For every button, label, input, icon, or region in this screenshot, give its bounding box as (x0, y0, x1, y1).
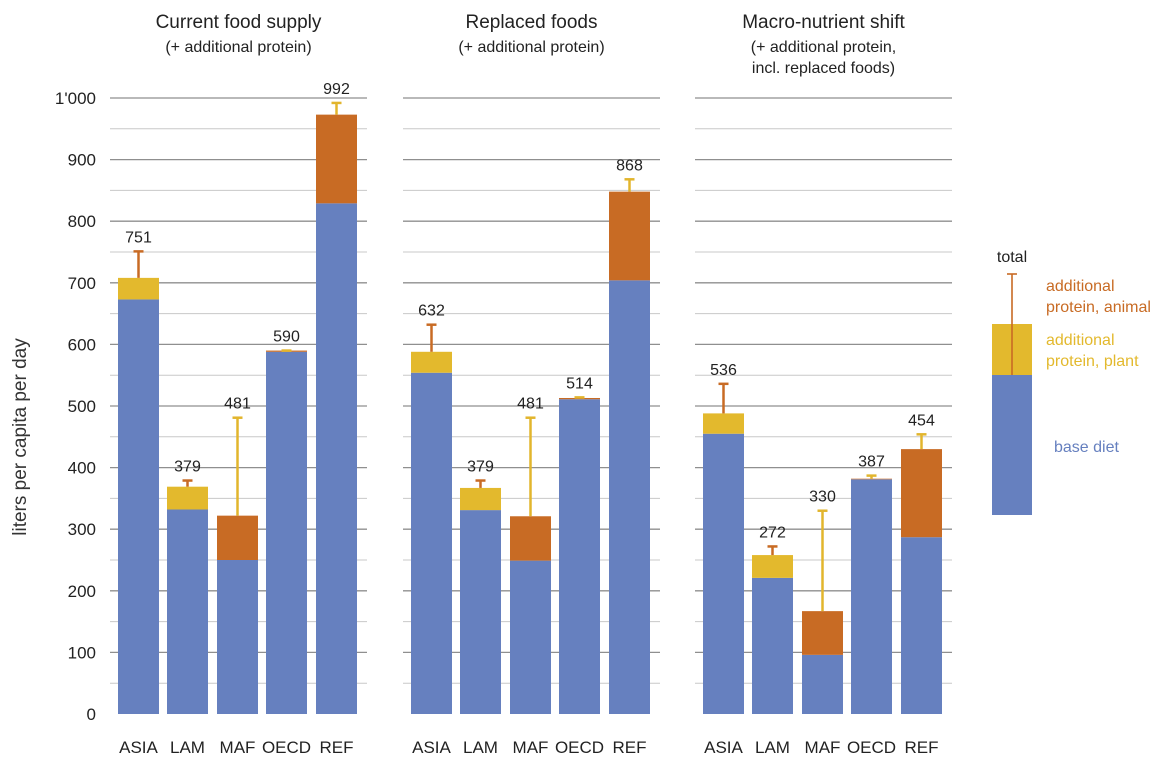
y-tick-label: 0 (87, 705, 96, 724)
panel-3: Macro-nutrient shift (+ additional protei… (695, 12, 952, 757)
x-tick-label: ASIA (412, 738, 451, 757)
bar-protein-animal (802, 611, 843, 655)
bar-protein-animal (316, 114, 357, 204)
panel-title: Replaced foods (465, 12, 597, 33)
legend: total additional protein, animal additional… (992, 249, 1151, 515)
y-tick-label: 700 (68, 274, 96, 293)
total-label: 272 (759, 524, 786, 541)
legend-swatch-base-diet (992, 375, 1032, 515)
total-label: 514 (566, 375, 593, 392)
x-tick-label: OECD (847, 738, 896, 757)
total-label: 379 (467, 459, 494, 476)
bar-base-diet (802, 654, 843, 714)
bar-base-diet (901, 537, 942, 714)
bar-base-diet (559, 399, 600, 714)
bar-protein-plant (460, 487, 501, 511)
total-label: 992 (323, 81, 350, 98)
y-tick-label: 100 (68, 643, 96, 662)
bar-protein-animal (510, 516, 551, 561)
x-tick-label: REF (905, 738, 939, 757)
bar-protein-animal (901, 449, 942, 538)
chart-panels: Current food supply (+ additional protein… (110, 12, 952, 757)
panel-1: Current food supply (+ additional protein… (110, 12, 367, 757)
x-tick-label: LAM (755, 738, 790, 757)
x-tick-label: LAM (463, 738, 498, 757)
bar-base-diet (217, 560, 258, 714)
panel-subtitle: (+ additional protein) (165, 39, 311, 56)
y-axis-label-group: liters per capita per day (10, 338, 31, 536)
bar-protein-plant (118, 277, 159, 300)
bar-protein-animal (609, 191, 650, 281)
panel-title: Current food supply (156, 12, 322, 33)
legend-label-plant: protein, plant (1046, 353, 1139, 370)
total-label: 632 (418, 303, 445, 320)
legend-label-base-diet: base diet (1054, 439, 1119, 456)
bar-protein-plant (411, 351, 452, 373)
total-label: 868 (616, 157, 643, 174)
bar-base-diet (752, 577, 793, 714)
total-label: 481 (517, 396, 544, 413)
x-tick-label: OECD (262, 738, 311, 757)
y-tick-label: 500 (68, 397, 96, 416)
y-axis-label: liters per capita per day (10, 338, 31, 536)
bar-protein-plant (167, 486, 208, 510)
y-tick-label: 600 (68, 335, 96, 354)
legend-label-animal: protein, animal (1046, 299, 1151, 316)
x-tick-label: ASIA (119, 738, 158, 757)
x-tick-label: LAM (170, 738, 205, 757)
bar-protein-animal (851, 478, 892, 480)
total-label: 590 (273, 329, 300, 346)
y-axis-ticks: 0 100 200 300 400 500 600 700 800 900 1'000 (55, 89, 96, 724)
bar-base-diet (266, 351, 307, 714)
bar-base-diet (460, 510, 501, 714)
y-tick-label: 900 (68, 151, 96, 170)
bar-base-diet (609, 280, 650, 714)
legend-label-total: total (997, 249, 1027, 266)
y-tick-label: 200 (68, 582, 96, 601)
bar-base-diet (167, 509, 208, 714)
total-label: 751 (125, 229, 152, 246)
total-label: 536 (710, 362, 737, 379)
bar-base-diet (510, 560, 551, 714)
y-tick-label: 1'000 (55, 89, 96, 108)
bar-protein-animal (217, 515, 258, 560)
y-tick-label: 300 (68, 520, 96, 539)
x-tick-label: REF (320, 738, 354, 757)
bar-base-diet (411, 372, 452, 714)
panel-subtitle: (+ additional protein, (751, 39, 896, 56)
x-tick-label: REF (613, 738, 647, 757)
total-label: 454 (908, 412, 935, 429)
x-tick-label: MAF (513, 738, 549, 757)
y-tick-label: 800 (68, 212, 96, 231)
bar-base-diet (118, 299, 159, 714)
x-tick-label: MAF (220, 738, 256, 757)
x-tick-label: OECD (555, 738, 604, 757)
panel-title: Macro-nutrient shift (742, 12, 905, 33)
y-tick-label: 400 (68, 459, 96, 478)
bar-base-diet (316, 203, 357, 714)
panel-2: Replaced foods (+ additional protein) 632 A… (403, 12, 660, 757)
total-label: 481 (224, 396, 251, 413)
bar-protein-plant (703, 413, 744, 434)
bar-protein-plant (752, 555, 793, 578)
legend-label-animal: additional (1046, 278, 1115, 295)
panel-subtitle: incl. replaced foods) (752, 60, 895, 77)
total-label: 387 (858, 454, 885, 471)
bar-base-diet (851, 479, 892, 714)
total-label: 379 (174, 459, 201, 476)
total-label: 330 (809, 489, 836, 506)
x-tick-label: MAF (805, 738, 841, 757)
panel-subtitle: (+ additional protein) (458, 39, 604, 56)
x-tick-label: ASIA (704, 738, 743, 757)
bar-base-diet (703, 433, 744, 714)
legend-label-plant: additional (1046, 332, 1115, 349)
